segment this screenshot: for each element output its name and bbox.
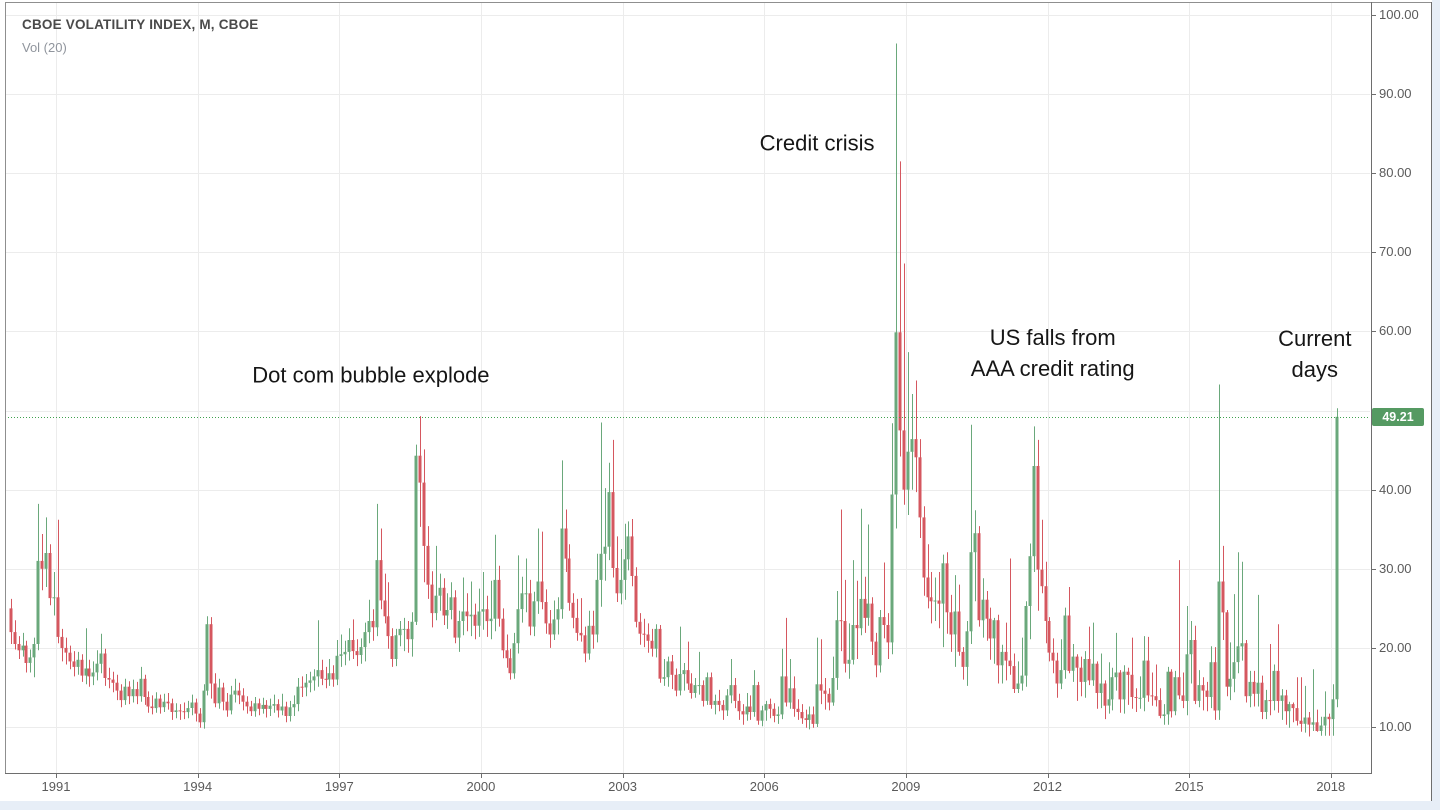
price-axis-tick [1371, 648, 1376, 649]
price-axis-label: 90.00 [1379, 86, 1412, 102]
price-axis-tick [1371, 727, 1376, 728]
chart-frame-right [1431, 2, 1432, 801]
time-axis-tick [1189, 774, 1190, 778]
time-axis-label: 2012 [1033, 779, 1062, 794]
price-axis-label: 70.00 [1379, 244, 1412, 260]
price-axis-tick [1371, 94, 1376, 95]
chart-legend: CBOE VOLATILITY INDEX, M, CBOE Vol (20) [22, 17, 259, 55]
time-axis-label: 1997 [324, 779, 354, 794]
time-axis-label: 1994 [183, 779, 213, 794]
time-axis-label: 1991 [41, 779, 71, 794]
symbol-title: CBOE VOLATILITY INDEX, M, CBOE [22, 17, 259, 32]
chart-frame-top [5, 2, 1432, 3]
price-axis-label: 100.00 [1379, 7, 1419, 23]
price-axis-separator [1371, 2, 1372, 774]
price-axis-label: 10.00 [1379, 719, 1412, 735]
price-axis-tick [1371, 15, 1376, 16]
candlestick-chart[interactable] [5, 2, 1370, 773]
indicator-label: Vol (20) [22, 40, 67, 55]
time-axis-label: 2006 [749, 779, 779, 794]
price-axis-tick [1371, 569, 1376, 570]
time-axis-tick [198, 774, 199, 778]
price-axis-tick [1371, 252, 1376, 253]
price-axis-tick [1371, 331, 1376, 332]
time-axis-tick [1331, 774, 1332, 778]
annotation-credit-crisis[interactable]: Credit crisis [759, 130, 875, 156]
price-axis[interactable]: 100.00 90.00 80.00 70.00 60.00 40.00 30.00 20.0… [1372, 2, 1431, 773]
time-axis-label: 2009 [891, 779, 921, 794]
current-price-value: 49.21 [1382, 409, 1414, 424]
current-price-label: 49.21 [1372, 407, 1424, 426]
annotation-aaa-downgrade[interactable]: US falls from AAA credit rating [970, 324, 1135, 381]
time-axis-tick [339, 774, 340, 778]
time-axis-tick [56, 774, 57, 778]
time-axis-label: 2000 [466, 779, 496, 794]
time-axis[interactable]: 1991 1994 1997 2000 2003 2006 2009 2012 2015 2018 [5, 774, 1371, 800]
price-axis-label: 80.00 [1379, 165, 1412, 181]
time-axis-line [5, 773, 1372, 774]
price-axis-label: 60.00 [1379, 323, 1412, 339]
price-axis-label: 20.00 [1379, 639, 1412, 655]
time-axis-label: 2015 [1174, 779, 1204, 794]
time-axis-tick [764, 774, 765, 778]
time-axis-tick [1048, 774, 1049, 778]
annotation-dotcom[interactable]: Dot com bubble explode [252, 362, 490, 388]
time-axis-tick [481, 774, 482, 778]
price-axis-tick [1371, 490, 1376, 491]
time-axis-label: 2003 [608, 779, 638, 794]
price-axis-label: 40.00 [1379, 481, 1412, 497]
annotation-current-days[interactable]: Current days [1278, 325, 1352, 382]
price-axis-label: 30.00 [1379, 560, 1412, 576]
time-axis-label: 2018 [1316, 779, 1346, 794]
time-axis-tick [623, 774, 624, 778]
chart-frame-left [5, 2, 6, 774]
time-axis-tick [906, 774, 907, 778]
chart-plot-area[interactable]: Dot com bubble explode Credit crisis US fa… [5, 2, 1370, 773]
price-axis-tick [1371, 173, 1376, 174]
